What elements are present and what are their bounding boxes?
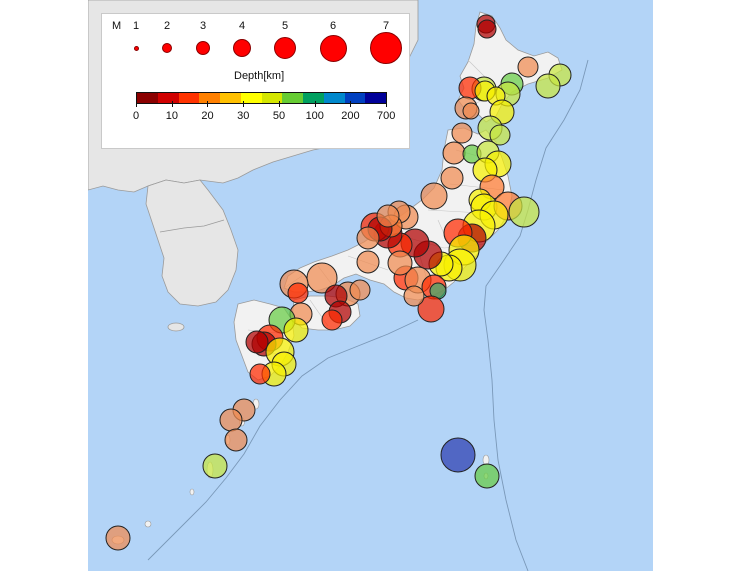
depth-tick-mark	[386, 101, 387, 107]
magnitude-circle-4	[233, 39, 251, 57]
magnitude-label-1: 1	[133, 20, 140, 32]
magnitude-label-6: 6	[330, 20, 337, 32]
depth-color-segment	[323, 93, 345, 103]
magnitude-label-5: 5	[282, 20, 289, 32]
epicenter-marker	[376, 204, 400, 228]
magnitude-label-3: 3	[200, 20, 207, 32]
epicenter-marker	[477, 19, 497, 39]
depth-tick-mark	[207, 101, 209, 107]
epicenter-marker	[387, 250, 413, 276]
depth-color-segment	[157, 93, 179, 103]
depth-tick-label-100: 100	[305, 110, 324, 122]
depth-color-segment	[261, 93, 283, 103]
depth-color-segment	[344, 93, 366, 103]
depth-color-segment	[282, 93, 303, 103]
epicenter-marker	[489, 124, 511, 146]
epicenter-marker	[420, 182, 448, 210]
epicenter-marker	[535, 73, 561, 99]
epicenter-marker	[287, 282, 309, 304]
epicenter-marker	[508, 196, 540, 228]
nankai-trough	[147, 319, 419, 561]
epicenter-marker	[440, 437, 476, 473]
depth-color-segment	[220, 93, 241, 103]
epicenter-marker	[105, 525, 131, 551]
legend: M 1 2 3 4 5 6 7 Depth[km] 0 10 20 30 50 100 200 700	[101, 13, 410, 149]
magnitude-circle-6	[319, 34, 347, 62]
epicenter-marker	[462, 102, 480, 120]
epicenter-marker	[321, 309, 343, 331]
epicenter-marker	[202, 453, 228, 479]
epicenter-marker	[349, 279, 371, 301]
korea-border	[159, 219, 225, 233]
depth-tick-mark	[350, 101, 352, 107]
depth-tick-mark	[243, 101, 245, 107]
epicenter-marker	[356, 250, 380, 274]
depth-tick-mark	[171, 101, 173, 107]
depth-color-segment	[178, 93, 200, 103]
magnitude-circle-2	[162, 43, 172, 53]
magnitude-label-2: 2	[164, 20, 171, 32]
epicenter-marker	[283, 317, 309, 343]
epicenter-marker	[517, 56, 539, 78]
epicenter-marker	[219, 408, 243, 432]
magnitude-circle-1	[133, 45, 139, 51]
depth-color-bar	[136, 92, 387, 104]
epicenter-marker	[249, 363, 271, 385]
depth-tick-label-20: 20	[201, 110, 214, 122]
epicenter-marker	[245, 330, 269, 354]
depth-color-segment	[199, 93, 220, 103]
depth-tick-label-0: 0	[133, 110, 140, 122]
depth-tick-mark	[314, 101, 316, 107]
epicenter-marker	[474, 463, 500, 489]
magnitude-label-7: 7	[383, 20, 390, 32]
depth-color-segment	[240, 93, 262, 103]
japan-trench	[483, 59, 589, 571]
epicenter-marker	[224, 428, 248, 452]
depth-color-segment	[303, 93, 324, 103]
korea-peninsula	[145, 179, 239, 307]
epicenter-marker	[417, 295, 445, 323]
earthquake-markers	[105, 14, 572, 551]
jeju-island	[167, 322, 185, 332]
magnitude-label-4: 4	[239, 20, 246, 32]
depth-title: Depth[km]	[234, 70, 285, 82]
magnitude-circle-7	[370, 32, 402, 64]
depth-tick-label-10: 10	[165, 110, 178, 122]
epicenter-marker	[356, 226, 380, 250]
depth-color-segment	[365, 93, 386, 103]
depth-color-segment	[137, 93, 158, 103]
depth-tick-mark	[136, 101, 137, 107]
depth-tick-label-50: 50	[272, 110, 286, 122]
magnitude-label: M	[112, 20, 122, 32]
depth-tick-mark	[278, 101, 280, 107]
magnitude-circle-5	[274, 37, 296, 59]
epicenter-marker	[440, 166, 464, 190]
epicenter-marker	[442, 141, 466, 165]
magnitude-circle-3	[196, 41, 210, 55]
depth-tick-label-30: 30	[237, 110, 250, 122]
depth-tick-label-700: 700	[377, 110, 396, 122]
epicenter-marker	[451, 122, 473, 144]
epicenter-marker	[403, 285, 425, 307]
depth-tick-label-200: 200	[341, 110, 360, 122]
